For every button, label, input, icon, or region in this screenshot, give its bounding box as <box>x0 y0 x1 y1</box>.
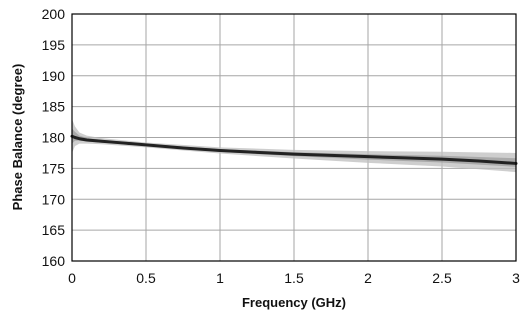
axis-layer <box>71 13 517 262</box>
data-point <box>145 144 147 146</box>
y-axis-label: Phase Balance (degree) <box>10 64 25 211</box>
x-tick-label: 1.5 <box>284 270 304 286</box>
y-tick-label: 190 <box>42 68 66 84</box>
x-tick-label: 2.5 <box>432 270 452 286</box>
y-tick-label: 165 <box>42 222 66 238</box>
data-point <box>219 149 221 152</box>
plot-frame <box>71 13 517 262</box>
y-tick-label: 200 <box>42 6 66 22</box>
grid-layer <box>72 14 516 261</box>
y-tick-label: 180 <box>42 130 66 146</box>
y-tick-label: 175 <box>42 160 66 176</box>
data-point <box>256 151 258 153</box>
data-point <box>78 138 80 140</box>
data-point <box>74 136 76 139</box>
data-point <box>293 153 295 155</box>
y-tick-label: 185 <box>42 99 66 115</box>
data-point <box>86 139 88 141</box>
x-axis-label: Frequency (GHz) <box>242 295 346 310</box>
x-tick-label: 2 <box>364 270 372 286</box>
x-tick-label: 0 <box>68 270 76 286</box>
data-point <box>367 156 369 158</box>
tick-label-layer: 0 0.5 1 1.5 2 2.5 3 160 165 170 175 180 185 190 195 200 <box>42 6 520 286</box>
x-tick-label: 0.5 <box>136 270 156 286</box>
y-tick-label: 170 <box>42 191 66 207</box>
data-point <box>130 143 132 145</box>
phase-balance-series-line <box>70 134 518 165</box>
data-point <box>115 141 117 144</box>
data-point <box>330 154 332 157</box>
y-tick-label: 160 <box>42 253 66 269</box>
data-point <box>404 157 406 159</box>
data-point <box>478 160 480 162</box>
data-point <box>101 140 103 142</box>
data-point <box>182 147 184 149</box>
data-point <box>441 158 443 160</box>
x-tick-label: 3 <box>512 270 520 286</box>
x-tick-label: 1 <box>216 270 224 286</box>
y-tick-label: 195 <box>42 37 66 53</box>
